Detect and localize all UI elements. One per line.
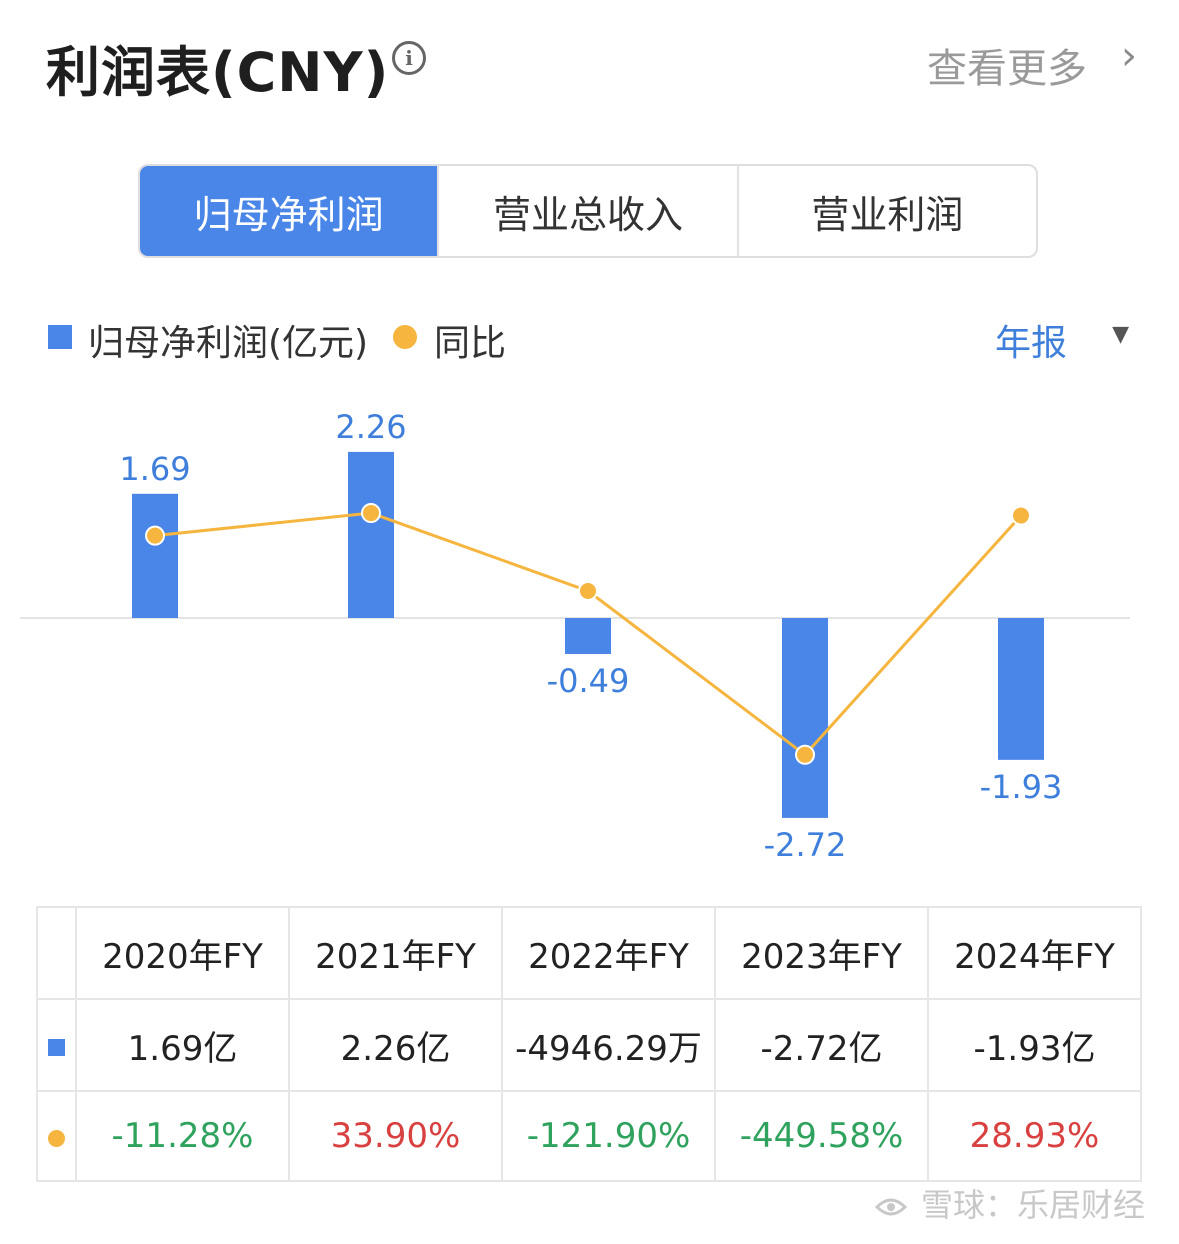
table-cell: -4946.29万: [501, 998, 716, 1092]
data-table: 2020年FY 2021年FY 2022年FY 2023年FY 2024年FY …: [36, 906, 1142, 1182]
bar-data-label: -0.49: [547, 662, 630, 700]
yoy-point: [1011, 505, 1031, 526]
table-header-cell: 2021年FY: [288, 906, 503, 1000]
metric-tabs: 归母净利润 营业总收入 营业利润: [138, 164, 1038, 258]
table-cell: -121.90%: [501, 1090, 716, 1182]
yoy-point: [145, 525, 165, 546]
table-row-yoy: -11.28% 33.90% -121.90% -449.58% 28.93%: [36, 1090, 1142, 1182]
bar: [565, 618, 611, 655]
bar-data-label: 2.26: [335, 408, 406, 446]
bar: [782, 618, 828, 818]
chevron-right-icon[interactable]: ›: [1121, 33, 1137, 79]
info-icon[interactable]: i: [392, 41, 426, 75]
table-cell: 33.90%: [288, 1090, 503, 1182]
table-cell: -1.93亿: [927, 998, 1142, 1092]
table-cell: 1.69亿: [75, 998, 290, 1092]
tab-total-revenue[interactable]: 营业总收入: [437, 166, 736, 256]
watermark: 雪球：乐居财经: [871, 1180, 1145, 1226]
snowball-logo-icon: [874, 1198, 907, 1216]
legend-bar-marker: [48, 325, 72, 349]
table-header-cell: 2020年FY: [75, 906, 290, 1000]
view-more-link[interactable]: 查看更多: [927, 46, 1087, 92]
table-header-cell: 2023年FY: [714, 906, 929, 1000]
table-cell: 2.26亿: [288, 998, 503, 1092]
table-row-net-profit: 1.69亿 2.26亿 -4946.29万 -2.72亿 -1.93亿: [36, 998, 1142, 1092]
bar: [348, 451, 394, 618]
table-corner-cell: [36, 906, 77, 1000]
table-header-cell: 2022年FY: [501, 906, 716, 1000]
page-title: 利润表(CNY): [46, 41, 390, 104]
header: 利润表(CNY) i 查看更多 ›: [46, 24, 1143, 104]
yoy-point: [578, 580, 598, 601]
tab-operating-profit[interactable]: 营业利润: [736, 166, 1036, 256]
period-selector[interactable]: 年报: [994, 323, 1067, 364]
bar: [998, 618, 1044, 760]
bar-data-label: -1.93: [980, 768, 1063, 806]
yoy-point: [795, 744, 815, 765]
bar: [132, 493, 178, 618]
row-marker-square: [36, 998, 77, 1092]
watermark-text: 雪球：乐居财经: [920, 1186, 1145, 1224]
line-series-marker: [48, 1130, 65, 1147]
yoy-point: [361, 503, 381, 524]
row-marker-dot: [36, 1090, 77, 1182]
bar-data-label: -2.72: [764, 826, 847, 864]
table-cell: -2.72亿: [714, 998, 929, 1092]
legend-line-marker: [393, 325, 417, 349]
legend-line-label: 同比: [434, 323, 507, 364]
table-cell: -449.58%: [714, 1090, 929, 1182]
bar-series-marker: [48, 1039, 65, 1056]
tab-net-profit[interactable]: 归母净利润: [140, 166, 438, 256]
bar-data-label: 1.69: [119, 450, 190, 488]
table-header-cell: 2024年FY: [927, 906, 1142, 1000]
chart-legend: 归母净利润(亿元) 同比 年报 ▼: [48, 312, 1139, 364]
caret-down-icon[interactable]: ▼: [1112, 322, 1129, 347]
legend-bar-label: 归母净利润(亿元): [88, 323, 369, 364]
profit-chart: 1.69 2.26 -0.49 -2.72 -1.93: [20, 408, 1130, 864]
table-header-row: 2020年FY 2021年FY 2022年FY 2023年FY 2024年FY: [36, 906, 1142, 1000]
table-cell: -11.28%: [75, 1090, 290, 1182]
table-cell: 28.93%: [927, 1090, 1142, 1182]
